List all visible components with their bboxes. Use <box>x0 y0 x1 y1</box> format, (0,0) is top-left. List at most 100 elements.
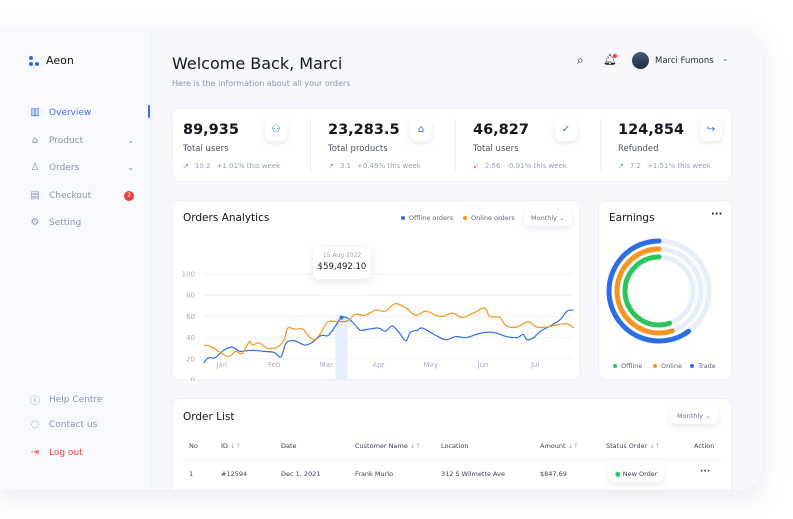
x-tick-label: Apr <box>373 361 385 369</box>
stat-delta: 7.2 <box>629 162 642 170</box>
series-line-0 <box>203 309 574 364</box>
receipt-icon: ▤ <box>30 190 40 201</box>
sidebar-item-label: Setting <box>49 217 82 228</box>
sidebar-item-label: Product <box>49 135 84 146</box>
status-badge: ● New Order <box>608 466 665 482</box>
stat-1: 23,283.5 Total products ↗ 3.1 +0.49% this … <box>318 109 458 183</box>
ring-trade <box>606 238 712 344</box>
period-label: Monthly <box>531 214 558 222</box>
checkout-badge: 2 <box>124 190 134 201</box>
stat-value: 23,283.5 <box>328 122 400 138</box>
y-tick-label: 20 <box>186 355 195 363</box>
cell-date: Dec 1, 2021 <box>281 470 321 478</box>
legend-online: Online <box>653 362 682 370</box>
stat-change: +0.49% this week <box>357 162 421 170</box>
stat-0: 89,935 Total users ↗ 10.2 +1.01% this week… <box>173 109 313 183</box>
stat-change: -0.91% this week <box>506 162 567 170</box>
column-amount[interactable]: Amount ↓↑ <box>540 442 579 450</box>
stat-2: 46,827 Total users ↙ 2.56 -0.91% this week… <box>463 109 603 183</box>
orders-analytics-card: Orders Analytics Offline orders Online o… <box>172 200 580 381</box>
period-dropdown[interactable]: Monthly ⌄ <box>524 210 572 226</box>
column-label: ID <box>221 442 228 450</box>
chevron-down-icon: ⌄ <box>127 163 134 172</box>
basket-icon: ⌂ <box>31 135 39 146</box>
sidebar-item-help-centre[interactable]: ⓘ Help Centre <box>29 392 134 408</box>
legend-offline[interactable]: Offline orders <box>401 214 453 222</box>
stat-delta: 10.2 <box>194 162 211 170</box>
x-tick-label: Jan <box>216 361 228 369</box>
tooltip-value: $59,492.10 <box>317 262 367 272</box>
sort-icon: ↓↑ <box>649 442 661 450</box>
user-name[interactable]: Marci Fumons <box>655 56 714 66</box>
divider <box>600 119 601 173</box>
search-icon[interactable]: ⌕ <box>577 53 584 67</box>
status-label: New Order <box>622 470 658 478</box>
column-status[interactable]: Status Order ↓↑ <box>606 442 660 450</box>
column-label: Customer Name <box>355 442 408 450</box>
row-actions-icon[interactable]: ··· <box>700 467 711 477</box>
cell-amount: $847.69 <box>540 470 567 478</box>
sidebar-item-label: Checkout <box>49 190 92 201</box>
sidebar-item-log-out[interactable]: ⇥ Log out <box>29 447 134 458</box>
column-date: Date <box>281 442 297 450</box>
highlight-bar <box>335 317 348 380</box>
sort-icon: ↓↑ <box>409 442 421 450</box>
legend-label: Offline orders <box>409 214 454 222</box>
series-line-1 <box>203 303 575 358</box>
period-dropdown[interactable]: Monthly ⌄ <box>670 408 718 424</box>
column-customer[interactable]: Customer Name ↓↑ <box>355 442 421 450</box>
logout-icon: ⇥ <box>30 447 40 458</box>
logo[interactable]: Aeon <box>29 54 74 67</box>
x-tick-label: Jul <box>530 361 540 369</box>
chart-tooltip: 15 Aug 2022 $59,492.10 <box>313 247 371 279</box>
sidebar-item-overview[interactable]: ▥ Overview <box>29 107 134 118</box>
sidebar-item-product[interactable]: ⌂ Product ⌄ <box>29 135 134 146</box>
column-label: Status Order <box>606 442 648 450</box>
stat-change: +1.51% this week <box>647 162 711 170</box>
sidebar-item-setting[interactable]: ⚙ Setting <box>29 217 134 228</box>
notification-dot <box>612 54 617 58</box>
stat-value: 46,827 <box>473 122 529 138</box>
y-tick-label: 100 <box>182 271 195 279</box>
sidebar-item-orders[interactable]: ♙ Orders ⌄ <box>29 162 134 173</box>
cell-customer: Frank Murlo <box>355 470 394 478</box>
highlight-point[interactable] <box>339 315 344 320</box>
line-chart: 0 20 40 60 80 100 Jan Feb Mar Apr May Jun Jul <box>182 271 575 381</box>
stat-trend: ↗ 10.2 +1.01% this week <box>183 162 280 170</box>
users-icon: ⚇ <box>265 119 287 141</box>
earnings-card: Earnings ··· Offline Online Trade <box>598 200 732 380</box>
logo-icon <box>29 55 39 66</box>
sidebar-item-contact-us[interactable]: ◌ Contact us <box>29 419 134 430</box>
avatar[interactable] <box>632 52 649 69</box>
redo-icon: ↪ <box>700 119 722 141</box>
page-subtitle: Here is the information about all your o… <box>172 79 351 88</box>
page-title: Welcome Back, Marci <box>172 54 343 73</box>
period-label: Monthly <box>677 412 704 420</box>
stat-change: +1.01% this week <box>216 162 281 170</box>
sidebar-item-checkout[interactable]: ▤ Checkout 2 <box>29 190 134 201</box>
earnings-rings <box>606 238 712 344</box>
gear-icon: ⚙ <box>30 217 40 228</box>
column-action: Action <box>694 442 715 450</box>
y-tick-label: 80 <box>186 292 195 300</box>
sidebar: Aeon ▥ Overview ⌂ Product ⌄ ♙ Orders ⌄ ▤ Check… <box>0 30 151 490</box>
info-icon: ⓘ <box>30 396 40 407</box>
stat-delta: 2.56 <box>484 162 501 170</box>
column-id[interactable]: ID ↓↑ <box>221 442 241 450</box>
stat-trend: ↗ 3.1 +0.49% this week <box>328 162 421 170</box>
legend-label: Online <box>661 362 682 370</box>
x-tick-label: Feb <box>268 361 281 369</box>
x-tick-label: May <box>424 361 438 369</box>
chevron-down-icon[interactable]: ⌄ <box>722 54 729 63</box>
stat-value: 124,854 <box>618 122 685 138</box>
sidebar-item-label: Overview <box>49 107 92 118</box>
earnings-title: Earnings <box>609 212 655 224</box>
column-no: No <box>189 442 198 450</box>
legend-online[interactable]: Online orders <box>463 214 515 222</box>
sort-icon: ↓↑ <box>230 442 241 450</box>
stat-3: 124,854 Refunded ↗ 7.2 +1.51% this week ↪ <box>608 109 748 183</box>
more-icon[interactable]: ··· <box>711 209 723 220</box>
bell-icon[interactable]: 🔔︎ <box>603 53 617 66</box>
stats-card: 89,935 Total users ↗ 10.2 +1.01% this week… <box>172 108 732 182</box>
stat-label: Total products <box>328 144 388 154</box>
